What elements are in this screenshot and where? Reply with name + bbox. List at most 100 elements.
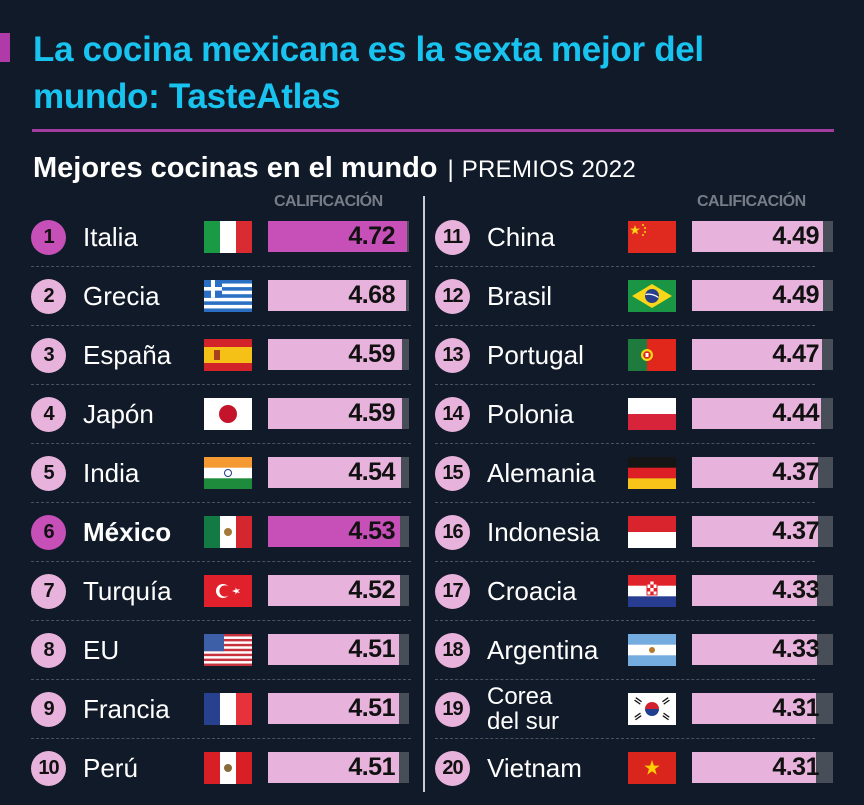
- row-divider: [435, 502, 815, 503]
- rank-badge: 3: [31, 338, 66, 373]
- ranking-row: 17 Croacia 4.33: [435, 562, 833, 621]
- croatia-flag-icon: [628, 575, 676, 607]
- ranking-column-left: 1 Italia 4.72 2 Grecia 4.68 3 España 4.59 4 Japón 4…: [31, 208, 411, 798]
- ranking-row: 9 Francia 4.51: [31, 680, 411, 739]
- row-divider: [31, 502, 411, 503]
- ranking-row: 3 España 4.59: [31, 326, 411, 385]
- country-name: Portugal: [487, 340, 584, 370]
- country-name: Brasil: [487, 281, 553, 311]
- ranking-row: 13 Portugal 4.47: [435, 326, 833, 385]
- column-header-right: CALIFICACIÓN: [697, 193, 806, 210]
- india-flag-icon: [204, 457, 252, 489]
- score-label: 4.54: [348, 458, 395, 486]
- column-header-left: CALIFICACIÓN: [274, 193, 383, 210]
- score-label: 4.51: [348, 694, 395, 722]
- subtitle-suffix: PREMIOS 2022: [461, 156, 637, 183]
- rank-badge: 14: [435, 397, 470, 432]
- row-divider: [31, 443, 411, 444]
- rank-badge: 9: [31, 692, 66, 727]
- rank-badge: 16: [435, 515, 470, 550]
- usa-flag-icon: [204, 634, 252, 666]
- row-divider: [31, 325, 411, 326]
- row-divider: [31, 679, 411, 680]
- score-bar-track: 4.49: [692, 221, 833, 252]
- country-name: Japón: [83, 399, 154, 429]
- rank-badge: 8: [31, 633, 66, 668]
- score-label: 4.31: [772, 694, 819, 722]
- score-bar-track: 4.59: [268, 339, 409, 370]
- row-divider: [31, 266, 411, 267]
- country-name: Argentina: [487, 635, 599, 665]
- ranking-row: 2 Grecia 4.68: [31, 267, 411, 326]
- score-bar: [692, 339, 822, 370]
- rank-badge: 1: [31, 220, 66, 255]
- ranking-row: 1 Italia 4.72: [31, 208, 411, 267]
- country-name: Italia: [83, 222, 138, 252]
- ranking-row: 16 Indonesia 4.37: [435, 503, 833, 562]
- country-name: Grecia: [83, 281, 160, 311]
- ranking-row: 10 Perú 4.51: [31, 739, 411, 798]
- country-name: México: [83, 517, 172, 547]
- score-bar-track: 4.51: [268, 634, 409, 665]
- rank-badge: 2: [31, 279, 66, 314]
- ranking-column-right: 11 China 4.49 12 Brasil 4.49 13 Portugal 4.47 14 P…: [435, 208, 833, 798]
- row-divider: [435, 266, 815, 267]
- score-bar-track: 4.47: [692, 339, 833, 370]
- score-bar: [692, 752, 817, 783]
- ranking-row: 4 Japón 4.59: [31, 385, 411, 444]
- score-bar: [268, 398, 403, 429]
- ranking-row: 14 Polonia 4.44: [435, 385, 833, 444]
- score-bar-track: 4.51: [268, 693, 409, 724]
- france-flag-icon: [204, 693, 252, 725]
- ranking-row: 19 Corea del sur 4.31: [435, 680, 833, 739]
- ranking-row: 20 Vietnam 4.31: [435, 739, 833, 798]
- accent-bar: [0, 33, 10, 62]
- germany-flag-icon: [628, 457, 676, 489]
- score-bar-track: 4.31: [692, 752, 833, 783]
- score-bar-track: 4.53: [268, 516, 409, 547]
- score-bar: [268, 280, 406, 311]
- subtitle-separator: |: [447, 156, 454, 183]
- ranking-row: 6 México 4.53: [31, 503, 411, 562]
- score-bar: [268, 457, 401, 488]
- title-divider: [32, 129, 834, 132]
- score-label: 4.52: [348, 576, 395, 604]
- rank-badge: 13: [435, 338, 470, 373]
- japan-flag-icon: [204, 398, 252, 430]
- score-bar: [692, 398, 821, 429]
- country-name: Croacia: [487, 576, 577, 606]
- rank-badge: 4: [31, 397, 66, 432]
- country-name: China: [487, 222, 555, 252]
- score-bar-track: 4.44: [692, 398, 833, 429]
- column-divider: [423, 196, 425, 792]
- peru-flag-icon: [204, 752, 252, 784]
- score-label: 4.72: [348, 222, 395, 250]
- score-label: 4.51: [348, 753, 395, 781]
- row-divider: [435, 561, 815, 562]
- score-bar-track: 4.37: [692, 516, 833, 547]
- portugal-flag-icon: [628, 339, 676, 371]
- score-bar: [692, 693, 817, 724]
- ranking-row: 12 Brasil 4.49: [435, 267, 833, 326]
- china-flag-icon: [628, 221, 676, 253]
- argentina-flag-icon: [628, 634, 676, 666]
- south-korea-flag-icon: [628, 693, 676, 725]
- score-bar: [268, 575, 400, 606]
- chart-subtitle: Mejores cocinas en el mundo | PREMIOS 2022: [33, 148, 636, 190]
- ranking-row: 15 Alemania 4.37: [435, 444, 833, 503]
- country-name: España: [83, 340, 172, 370]
- country-name: Indonesia: [487, 517, 600, 547]
- score-label: 4.37: [772, 458, 819, 486]
- country-name: Vietnam: [487, 753, 582, 783]
- score-bar: [268, 339, 403, 370]
- row-divider: [435, 325, 815, 326]
- score-label: 4.49: [772, 281, 819, 309]
- score-label: 4.33: [772, 576, 819, 604]
- row-divider: [435, 384, 815, 385]
- score-label: 4.51: [348, 635, 395, 663]
- rank-badge: 6: [31, 515, 66, 550]
- score-label: 4.31: [772, 753, 819, 781]
- score-bar: [692, 516, 819, 547]
- score-bar-track: 4.52: [268, 575, 409, 606]
- row-divider: [31, 738, 411, 739]
